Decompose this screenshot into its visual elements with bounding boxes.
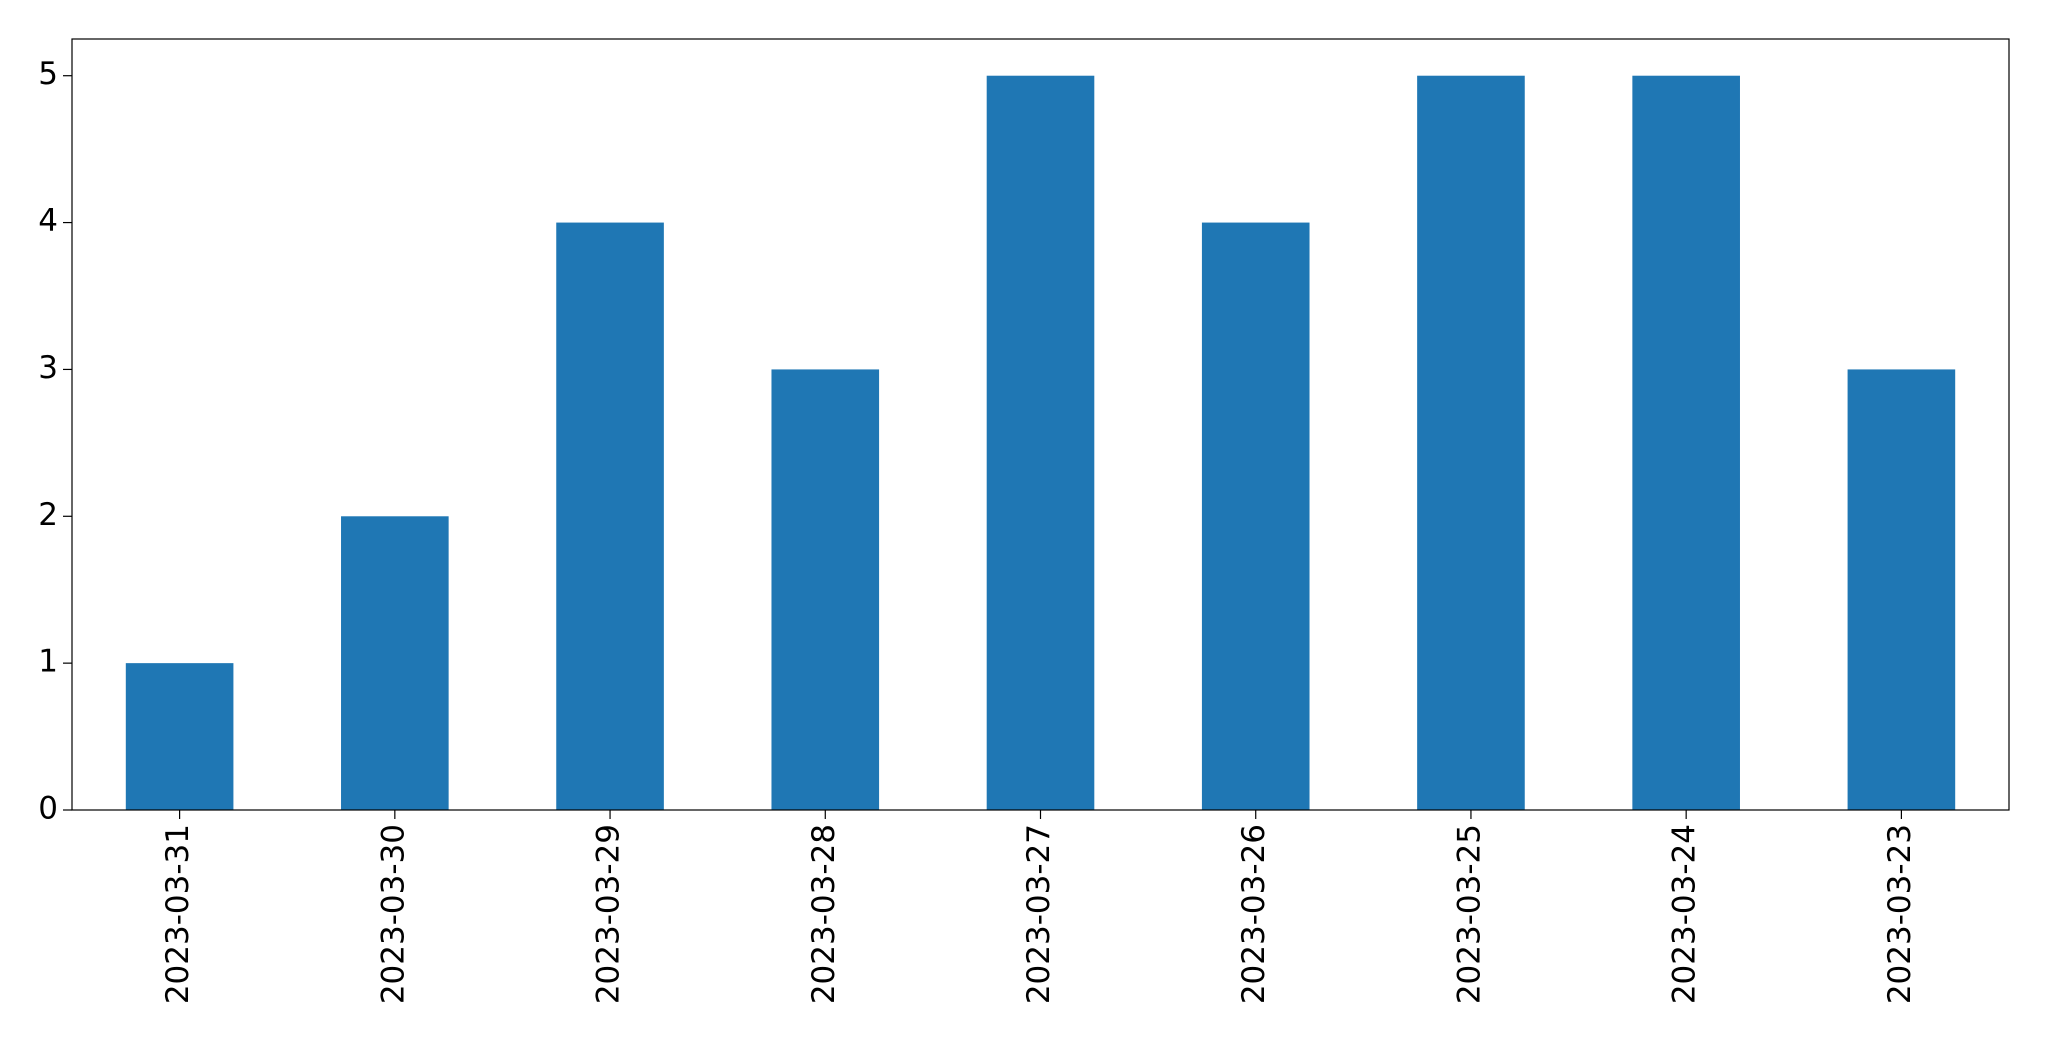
plot-frame	[71, 38, 2010, 811]
x-tick-label: 2023-03-31	[160, 824, 196, 1004]
bar	[341, 516, 449, 810]
bar	[556, 222, 664, 811]
y-tick-label: 5	[38, 56, 58, 92]
y-tick-label: 1	[38, 644, 58, 680]
bar	[1847, 369, 1956, 810]
x-tick-label: 2023-03-30	[375, 824, 411, 1004]
x-tick-label: 2023-03-29	[591, 824, 627, 1004]
bar	[1417, 75, 1525, 810]
y-tick-label: 4	[38, 203, 58, 239]
bar	[1201, 222, 1310, 811]
x-tick-label: 2023-03-25	[1451, 824, 1487, 1004]
y-tick-label: 2	[38, 497, 58, 533]
bar	[771, 369, 880, 810]
x-tick-label: 2023-03-26	[1236, 824, 1272, 1004]
y-tick-label: 0	[38, 791, 58, 827]
x-tick-label: 2023-03-23	[1882, 824, 1918, 1004]
x-tick-label: 2023-03-24	[1667, 824, 1703, 1004]
bar	[125, 663, 234, 810]
bar	[1632, 75, 1740, 810]
y-tick-label: 3	[38, 350, 58, 386]
bar	[986, 75, 1095, 810]
x-tick-label: 2023-03-27	[1021, 824, 1057, 1004]
x-tick-label: 2023-03-28	[806, 824, 842, 1004]
